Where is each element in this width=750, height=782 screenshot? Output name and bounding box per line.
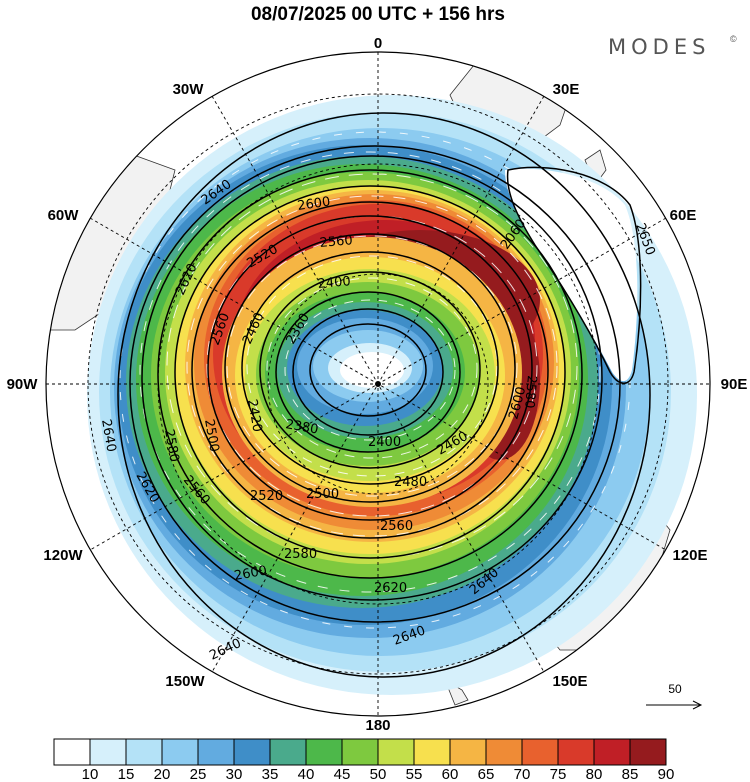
colorbar-label: 30 bbox=[226, 766, 243, 782]
colorbar-box bbox=[341, 738, 379, 766]
contour-label: 2600 bbox=[233, 563, 268, 584]
colorbar-box bbox=[557, 738, 595, 766]
colorbar-box bbox=[449, 738, 487, 766]
colorbar-label: 85 bbox=[622, 766, 639, 782]
colorbar: 10 15 20 25 30 35 40 45 50 55 60 65 70 75 80 85 90 bbox=[53, 738, 675, 782]
contour-label: 2400 bbox=[317, 274, 351, 292]
lon-label-120w: 120W bbox=[43, 547, 83, 564]
colorbar-label: 20 bbox=[154, 766, 171, 782]
colorbar-box bbox=[413, 738, 451, 766]
colorbar-box bbox=[197, 738, 235, 766]
lon-label-120e: 120E bbox=[672, 547, 707, 564]
colorbar-label: 15 bbox=[118, 766, 135, 782]
colorbar-label: 65 bbox=[478, 766, 495, 782]
contour-label: 2580 bbox=[161, 428, 182, 463]
contour-label: 2580 bbox=[284, 547, 317, 562]
colorbar-box bbox=[125, 738, 163, 766]
colorbar-box bbox=[593, 738, 631, 766]
colorbar-label: 45 bbox=[334, 766, 351, 782]
lon-label-150w: 150W bbox=[165, 673, 205, 690]
contour-label: 2560 bbox=[380, 519, 413, 534]
contour-label: 2420 bbox=[244, 398, 265, 433]
colorbar-label: 55 bbox=[406, 766, 423, 782]
map-title: 08/07/2025 00 UTC + 156 hrs bbox=[251, 4, 505, 25]
lon-label-90e: 90E bbox=[721, 376, 748, 393]
lon-label-0: 0 bbox=[374, 35, 382, 52]
colorbar-box bbox=[161, 738, 199, 766]
lon-label-150e: 150E bbox=[552, 673, 587, 690]
contour-label: 2380 bbox=[284, 417, 319, 438]
colorbar-box bbox=[377, 738, 415, 766]
contour-label: 2620 bbox=[374, 581, 407, 596]
brand-logo: MODES bbox=[608, 35, 710, 59]
colorbar-label: 40 bbox=[298, 766, 315, 782]
lon-label-30e: 30E bbox=[553, 81, 580, 98]
contour-label: 2600 bbox=[296, 195, 331, 214]
colorbar-label: 10 bbox=[82, 766, 99, 782]
colorbar-label: 70 bbox=[514, 766, 531, 782]
colorbar-label: 75 bbox=[550, 766, 567, 782]
wind-scale-arrowhead bbox=[692, 700, 703, 710]
contour-label: 2480 bbox=[394, 475, 427, 490]
colorbar-label: 50 bbox=[370, 766, 387, 782]
colorbar-box bbox=[233, 738, 271, 766]
colorbar-box bbox=[629, 738, 667, 766]
colorbar-box bbox=[485, 738, 523, 766]
colorbar-box bbox=[89, 738, 127, 766]
wind-scale-reference: 50 bbox=[646, 682, 703, 710]
geopotential-contours bbox=[117, 112, 651, 678]
map-boundary bbox=[45, 51, 711, 717]
contour-label: 2520 bbox=[250, 489, 283, 504]
contour-label: 2640 bbox=[98, 418, 119, 453]
colorbar-box bbox=[521, 738, 559, 766]
colorbar-label: 35 bbox=[262, 766, 279, 782]
wind-scale-value: 50 bbox=[668, 682, 682, 696]
brand-copyright-mark: © bbox=[730, 34, 737, 44]
lon-label-30w: 30W bbox=[173, 81, 205, 98]
contour-label: 2560 bbox=[319, 233, 353, 251]
colorbar-box bbox=[305, 738, 343, 766]
wind-speed-shading bbox=[87, 95, 697, 695]
colorbar-box bbox=[53, 738, 91, 766]
contour-label: 2500 bbox=[201, 418, 222, 453]
contour-label: 2580 bbox=[521, 375, 539, 409]
colorbar-label: 25 bbox=[190, 766, 207, 782]
contour-label: 2400 bbox=[368, 435, 401, 450]
lon-label-90w: 90W bbox=[7, 376, 39, 393]
map-disc bbox=[46, 52, 710, 716]
lon-label-180: 180 bbox=[365, 717, 390, 734]
lon-label-60e: 60E bbox=[670, 207, 697, 224]
contour-label: 2500 bbox=[306, 487, 339, 502]
colorbar-label: 90 bbox=[658, 766, 675, 782]
colorbar-label: 60 bbox=[442, 766, 459, 782]
longitude-labels: 0 30E 60E 90E 120E 150E 180 150W 120W 90… bbox=[7, 35, 748, 734]
colorbar-box bbox=[269, 738, 307, 766]
south-pole-marker bbox=[375, 381, 381, 387]
colorbar-label: 80 bbox=[586, 766, 603, 782]
lon-label-60w: 60W bbox=[48, 207, 80, 224]
